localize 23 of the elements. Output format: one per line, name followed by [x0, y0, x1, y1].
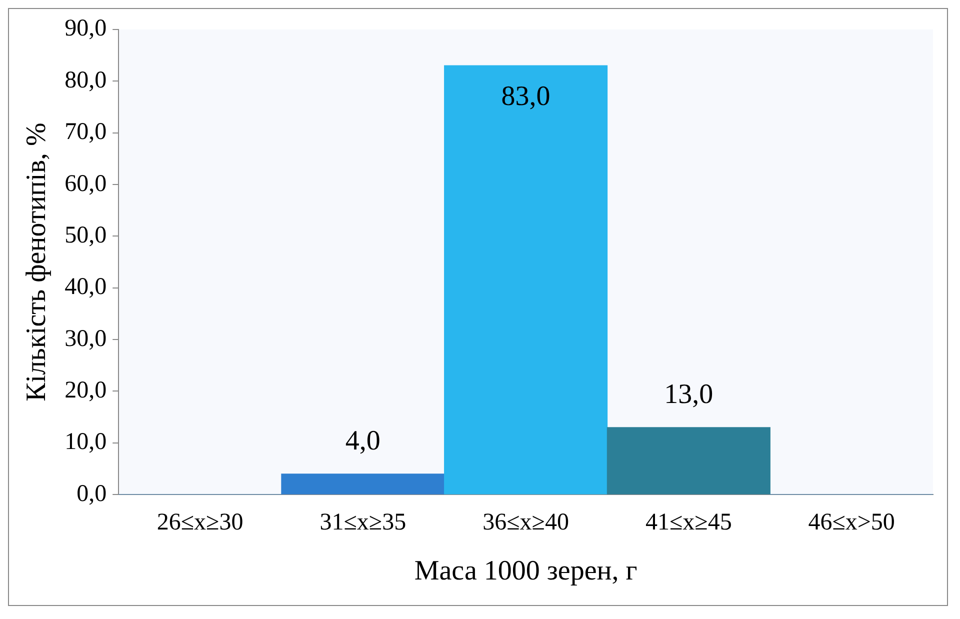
x-tick-label: 46≤x>50 — [808, 509, 895, 536]
y-tick-label: 70,0 — [64, 119, 107, 146]
data-label: 4,0 — [345, 425, 380, 456]
x-tick-label: 41≤x≥45 — [646, 509, 732, 536]
bar — [606, 427, 770, 494]
bar — [444, 65, 608, 494]
y-tick-label: 60,0 — [64, 170, 107, 197]
bar — [281, 474, 445, 494]
y-tick-label: 20,0 — [64, 378, 107, 404]
y-tick-label: 50,0 — [64, 222, 107, 248]
data-label: 83,0 — [501, 80, 550, 112]
y-tick-label: 90,0 — [64, 16, 107, 42]
data-label: 13,0 — [664, 378, 714, 410]
y-tick-label: 80,0 — [64, 67, 107, 94]
x-tick-label: 31≤x≥35 — [320, 509, 406, 536]
y-tick-label: 40,0 — [64, 274, 107, 300]
y-axis-title: Кількість фенотипів, % — [21, 122, 52, 402]
y-tick-label: 30,0 — [64, 326, 107, 352]
x-axis-title: Маса 1000 зерен, г — [414, 556, 638, 587]
x-tick-label: 36≤x≥40 — [482, 509, 569, 536]
y-tick-label: 0,0 — [76, 480, 107, 507]
y-tick-label: 10,0 — [64, 429, 107, 456]
x-tick-label: 26≤x≥30 — [156, 509, 244, 536]
